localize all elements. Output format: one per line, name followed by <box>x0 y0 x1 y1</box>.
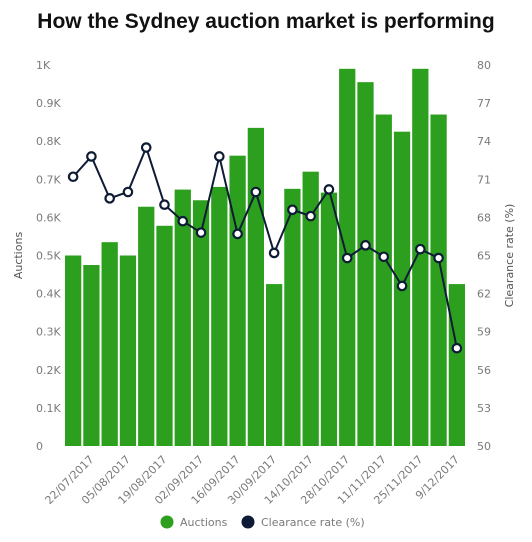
y-right-tick-label: 56 <box>477 364 491 377</box>
y-right-tick-label: 68 <box>477 211 491 224</box>
bar-auctions <box>138 206 155 446</box>
bar-auctions <box>430 114 447 446</box>
y-right-tick-label: 50 <box>477 440 491 453</box>
y-right-tick-label: 71 <box>477 173 491 186</box>
y-right-tick-label: 53 <box>477 402 491 415</box>
bar-auctions <box>448 284 465 446</box>
clearance-rate-point <box>323 184 335 195</box>
clearance-rate-point <box>195 227 207 238</box>
y-right-axis-title: Clearance rate (%) <box>503 204 516 308</box>
y-right-tick-label: 59 <box>477 326 491 339</box>
y-left-tick-label: 0.9K <box>36 97 61 110</box>
y-left-tick-label: 0.2K <box>36 364 61 377</box>
clearance-rate-point <box>177 215 189 227</box>
clearance-rate-point <box>305 210 316 222</box>
clearance-rate-point <box>86 151 97 162</box>
bar-auctions <box>302 171 319 446</box>
legend-label-clearance-rate[interactable]: Clearance rate (%) <box>261 516 365 529</box>
legend-label-auctions[interactable]: Auctions <box>180 516 228 529</box>
clearance-rate-point <box>287 204 298 216</box>
clearance-rate-point <box>451 342 463 354</box>
bar-auctions <box>375 114 392 446</box>
y-left-tick-label: 0 <box>36 440 43 453</box>
bar-auctions <box>284 188 301 446</box>
y-left-axis-title: Auctions <box>12 232 25 280</box>
clearance-rate-point <box>415 243 426 255</box>
y-left-tick-label: 0.8K <box>36 135 61 148</box>
bar-auctions <box>229 155 246 447</box>
clearance-rate-point <box>232 228 243 240</box>
bar-auctions <box>101 242 118 446</box>
clearance-rate-point <box>140 142 152 153</box>
bar-auctions <box>266 284 283 446</box>
y-left-tick-label: 0.4K <box>36 288 61 301</box>
bar-auctions <box>156 225 173 446</box>
bar-auctions <box>119 255 137 446</box>
bar-auctions <box>174 189 191 446</box>
clearance-rate-point <box>341 252 353 264</box>
bar-auctions <box>83 265 100 446</box>
bar-auctions <box>320 192 338 446</box>
y-right-tick-label: 65 <box>477 250 491 263</box>
bar-auctions <box>247 127 264 447</box>
y-left-tick-label: 0.1K <box>36 402 61 415</box>
y-left-tick-label: 1K <box>36 59 51 72</box>
legend-marker-clearance-rate[interactable] <box>241 515 255 529</box>
clearance-rate-point <box>122 186 134 198</box>
legend-marker-auctions[interactable] <box>160 515 174 529</box>
y-left-tick-label: 0.3K <box>36 326 61 339</box>
clearance-rate-point <box>433 252 444 264</box>
clearance-rate-point <box>378 251 390 263</box>
chart-title: How the Sydney auction market is perform… <box>37 10 495 33</box>
clearance-rate-line <box>72 144 458 349</box>
bar-auctions <box>357 82 374 447</box>
clearance-rate-point <box>250 186 262 198</box>
bar-auctions <box>412 68 429 446</box>
y-right-tick-label: 62 <box>477 288 491 301</box>
clearance-rate-point <box>214 151 225 162</box>
y-left-tick-label: 0.7K <box>36 173 61 186</box>
clearance-rate-point <box>268 247 280 259</box>
y-left-tick-label: 0.5K <box>36 250 61 263</box>
y-left-tick-label: 0.6K <box>36 211 61 224</box>
clearance-rate-point <box>67 171 79 183</box>
y-right-tick-label: 77 <box>477 97 491 110</box>
clearance-rate-point <box>104 193 115 204</box>
bar-auctions <box>211 186 228 447</box>
y-right-tick-label: 74 <box>477 135 491 148</box>
bar-auctions <box>192 200 210 446</box>
clearance-rate-point <box>159 199 170 210</box>
clearance-rate-point <box>396 280 408 292</box>
clearance-rate-point <box>360 240 371 251</box>
bar-auctions <box>65 255 82 446</box>
y-right-tick-label: 80 <box>477 59 491 72</box>
